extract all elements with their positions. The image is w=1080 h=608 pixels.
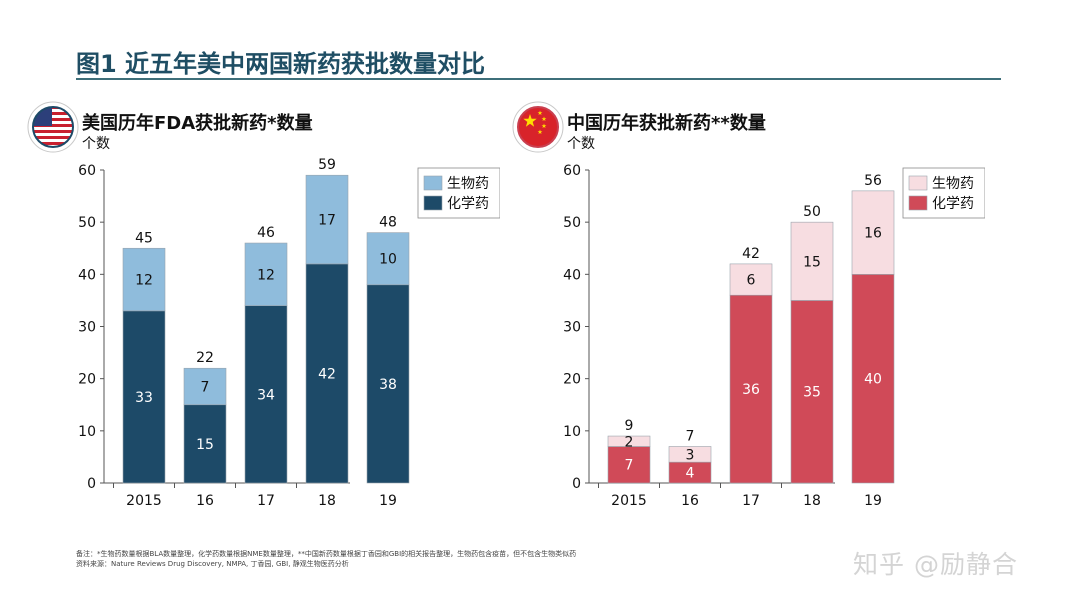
bar-label-chemical: 15 — [196, 437, 214, 453]
bar-total-label: 42 — [742, 246, 760, 262]
bar-total-label: 7 — [686, 428, 695, 444]
chart-title: 美国历年FDA获批新药*数量 — [82, 112, 313, 134]
bar-chemical-17 — [729, 294, 773, 484]
watermark: 知乎 @励静合 — [853, 550, 1018, 579]
bar-bio-17 — [244, 242, 288, 306]
bar-total-label: 48 — [379, 215, 397, 231]
y-tick-label: 10 — [78, 424, 96, 440]
y-tick-label: 20 — [78, 372, 96, 388]
legend-label: 生物药 — [447, 176, 489, 192]
title-divider — [76, 78, 1001, 80]
y-tick-label: 0 — [87, 476, 96, 492]
bar-label-bio: 7 — [201, 379, 210, 395]
x-tick-label: 19 — [379, 493, 397, 509]
bar-chemical-18 — [790, 300, 834, 484]
legend-label: 生物药 — [932, 176, 974, 192]
bar-label-bio: 15 — [803, 254, 821, 270]
bar-label-chemical: 7 — [625, 458, 634, 474]
legend-swatch — [423, 195, 443, 211]
bar-chemical-2015 — [607, 446, 651, 484]
bar-label-bio: 12 — [257, 267, 275, 283]
x-tick-label: 2015 — [611, 493, 647, 509]
y-tick-label: 30 — [563, 320, 581, 336]
legend-label: 化学药 — [932, 196, 974, 212]
bar-bio-16 — [183, 367, 227, 406]
bar-chemical-18 — [305, 263, 349, 484]
bar-label-bio: 6 — [747, 273, 756, 289]
bar-bio-19 — [366, 232, 410, 286]
y-tick-label: 60 — [78, 163, 96, 179]
bar-label-chemical: 34 — [257, 387, 275, 403]
footnote-note: 备注：*生物药数量根据BLA数量整理，化学药数量根据NME数量整理，**中国新药… — [76, 550, 577, 558]
bar-label-chemical: 33 — [135, 390, 153, 406]
x-tick-label: 19 — [864, 493, 882, 509]
bar-label-bio: 2 — [625, 434, 634, 450]
bar-label-chemical: 42 — [318, 366, 336, 382]
us-flag-icon — [27, 101, 79, 153]
legend-label: 化学药 — [447, 196, 489, 212]
bar-bio-2015 — [607, 435, 651, 447]
y-tick-label: 50 — [78, 215, 96, 231]
bar-total-label: 45 — [135, 230, 153, 246]
x-tick-label: 18 — [803, 493, 821, 509]
y-tick-label: 30 — [78, 320, 96, 336]
bar-label-bio: 16 — [864, 226, 882, 242]
bar-chemical-16 — [183, 404, 227, 484]
footnote-source: 资料来源：Nature Reviews Drug Discovery, NMPA… — [76, 559, 349, 568]
bar-chemical-19 — [366, 284, 410, 484]
bar-label-chemical: 40 — [864, 372, 882, 388]
bar-bio-17 — [729, 263, 773, 296]
bar-label-chemical: 38 — [379, 377, 397, 393]
bar-label-bio: 12 — [135, 273, 153, 289]
bar-total-label: 59 — [318, 157, 336, 173]
x-tick-label: 17 — [742, 493, 760, 509]
bar-label-bio: 10 — [379, 252, 397, 268]
y-tick-label: 40 — [563, 267, 581, 283]
bar-chemical-19 — [851, 274, 895, 484]
y-tick-label: 40 — [78, 267, 96, 283]
y-tick-label: 10 — [563, 424, 581, 440]
y-tick-label: 20 — [563, 372, 581, 388]
bar-total-label: 50 — [803, 204, 821, 220]
y-tick-label: 60 — [563, 163, 581, 179]
legend-swatch — [423, 175, 443, 191]
legend-swatch — [908, 175, 928, 191]
footnote: 备注：*生物药数量根据BLA数量整理，化学药数量根据NME数量整理，**中国新药… — [76, 550, 576, 569]
chart-title: 中国历年获批新药**数量 — [567, 112, 766, 134]
cn-flag-icon — [512, 101, 564, 153]
bar-bio-16 — [668, 446, 712, 463]
page-title: 图1 近五年美中两国新药获批数量对比 — [76, 50, 486, 78]
bar-total-label: 22 — [196, 350, 214, 366]
y-axis-unit-label: 个数 — [82, 136, 110, 152]
bar-label-chemical: 35 — [803, 385, 821, 401]
bar-bio-2015 — [122, 247, 166, 312]
bar-chemical-2015 — [122, 310, 166, 484]
y-tick-label: 0 — [572, 476, 581, 492]
x-tick-label: 18 — [318, 493, 336, 509]
bar-label-bio: 17 — [318, 213, 336, 229]
bar-label-bio: 3 — [686, 447, 695, 463]
x-tick-label: 16 — [681, 493, 699, 509]
bar-total-label: 56 — [864, 173, 882, 189]
legend-swatch — [908, 195, 928, 211]
bar-total-label: 9 — [625, 418, 634, 434]
x-tick-label: 17 — [257, 493, 275, 509]
bar-label-chemical: 4 — [686, 466, 695, 482]
x-tick-label: 16 — [196, 493, 214, 509]
bar-bio-18 — [305, 174, 349, 265]
x-tick-label: 2015 — [126, 493, 162, 509]
bar-bio-18 — [790, 221, 834, 301]
bar-label-chemical: 36 — [742, 382, 760, 398]
bar-bio-19 — [851, 190, 895, 275]
bar-total-label: 46 — [257, 225, 275, 241]
y-axis-unit-label: 个数 — [567, 136, 595, 152]
y-tick-label: 50 — [563, 215, 581, 231]
